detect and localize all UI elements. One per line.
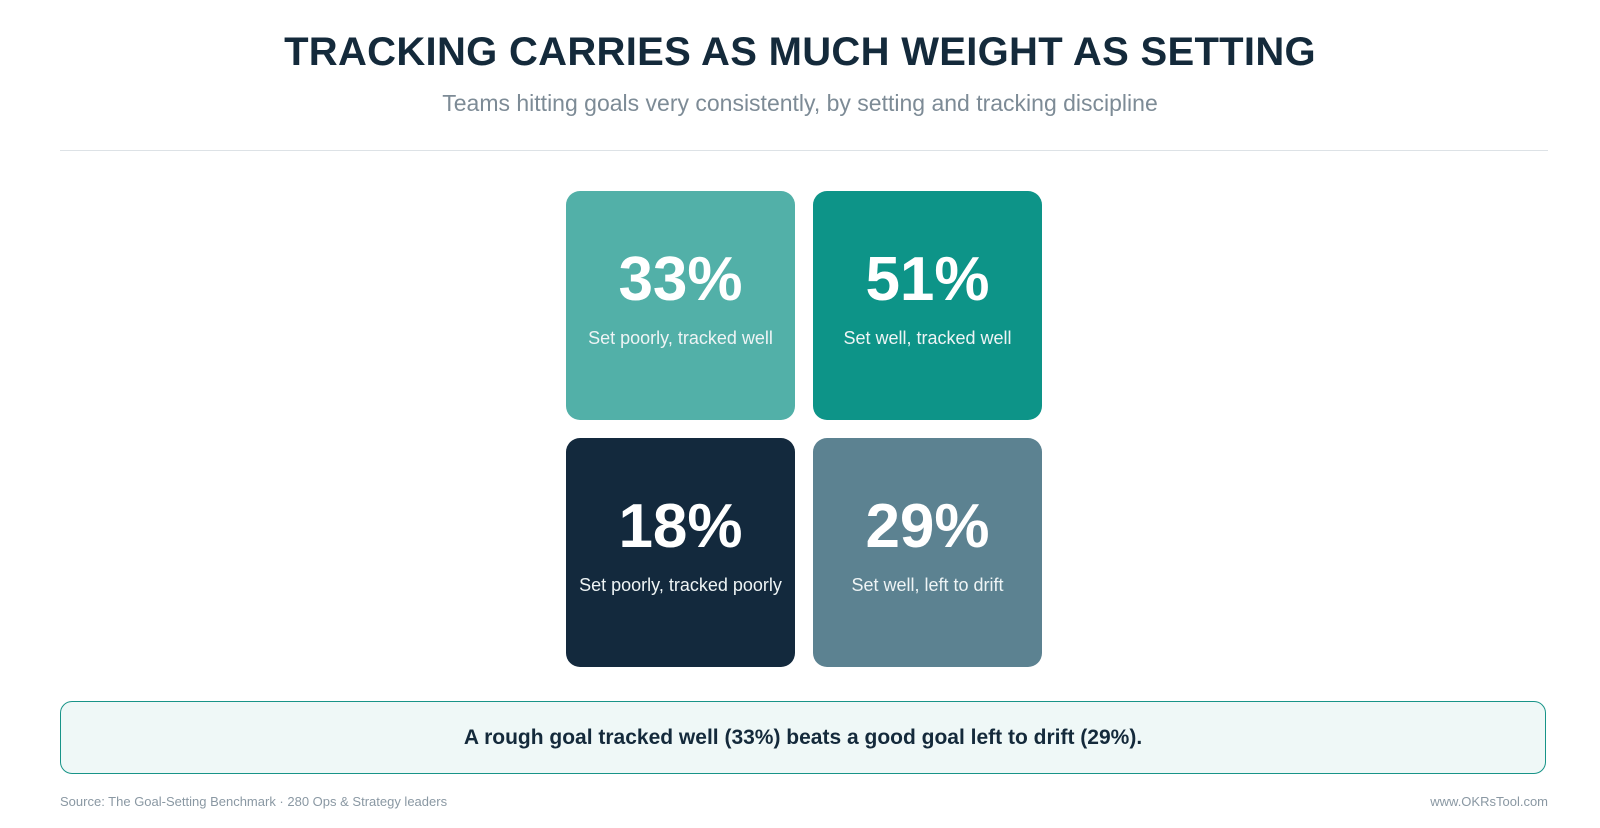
callout-text: A rough goal tracked well (33%) beats a … xyxy=(463,726,1143,749)
tile-value: 18% xyxy=(618,492,743,561)
tile-set-well-left-to-drift: 29% Set well, left to drift xyxy=(813,438,1042,667)
tile-value: 33% xyxy=(618,245,743,314)
tile-label: Set well, left to drift xyxy=(851,575,1004,595)
source-note: Source: The Goal-Setting Benchmark · 280… xyxy=(60,794,448,809)
website-link[interactable]: www.OKRsTool.com xyxy=(1430,794,1548,809)
page-subtitle: Teams hitting goals very consistently, b… xyxy=(442,90,1158,116)
tile-set-well-tracked-well: 51% Set well, tracked well xyxy=(813,191,1042,420)
key-takeaway-callout: A rough goal tracked well (33%) beats a … xyxy=(60,701,1546,774)
tile-label: Set poorly, tracked poorly xyxy=(579,575,782,595)
tile-set-poorly-tracked-well: 33% Set poorly, tracked well xyxy=(566,191,795,420)
tile-label: Set poorly, tracked well xyxy=(588,328,773,348)
page-title: TRACKING CARRIES AS MUCH WEIGHT AS SETTI… xyxy=(284,30,1316,74)
tile-value: 51% xyxy=(865,245,990,314)
header-divider xyxy=(60,150,1548,151)
tile-label: Set well, tracked well xyxy=(843,328,1012,348)
tile-set-poorly-tracked-poorly: 18% Set poorly, tracked poorly xyxy=(566,438,795,667)
tile-value: 29% xyxy=(865,492,990,561)
